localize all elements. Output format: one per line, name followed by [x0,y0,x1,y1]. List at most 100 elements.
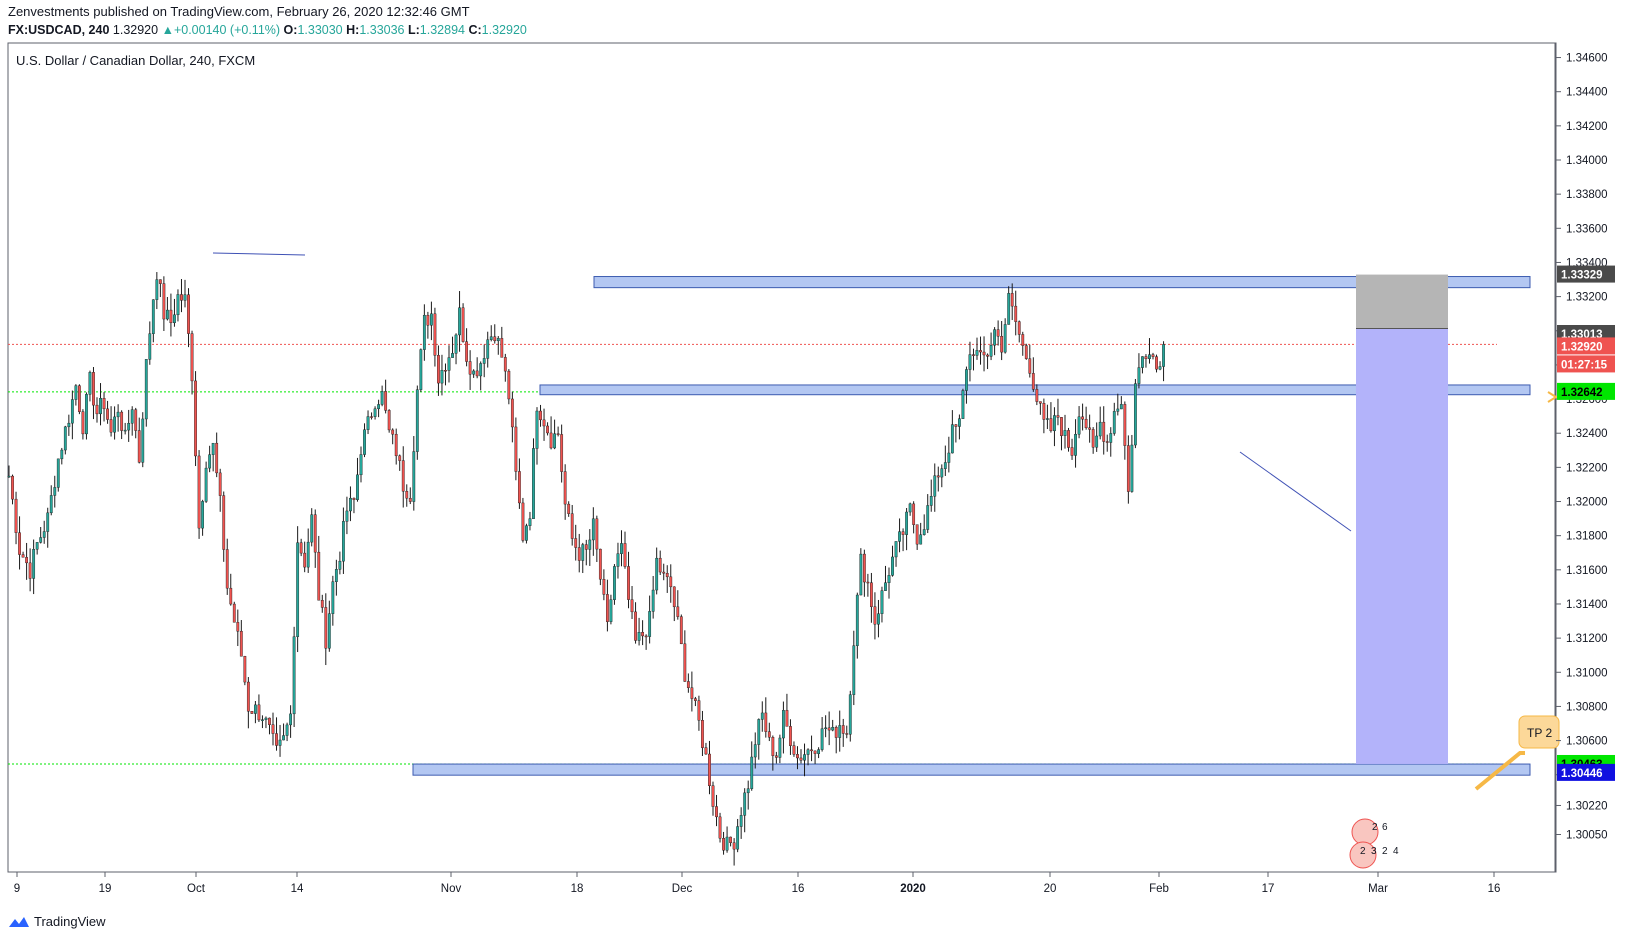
footer-brand[interactable]: TradingView [8,914,106,929]
candle-body [518,471,521,504]
candle-body [42,531,46,538]
candle-body [1155,356,1158,370]
candle-body [1133,383,1137,446]
candle-body [676,606,680,617]
candle-body [296,542,300,637]
candle-body [982,351,986,356]
candle-body [905,511,909,535]
candle-body [32,549,36,579]
candle-body [546,425,549,434]
support-zone [412,763,1531,776]
candle-body [1024,345,1028,359]
candle-body [796,754,799,759]
footer-brand-label: TradingView [34,914,106,929]
candle-body [570,513,574,539]
candle-body [637,632,641,641]
chart-frame [7,42,1557,873]
candle-body [958,418,961,427]
candle-body [225,549,229,589]
candle-body [595,518,599,550]
candle-body [264,717,268,720]
price-label-bg [1557,265,1615,283]
candle-body [574,538,578,548]
y-tick-label: 1.31400 [1566,599,1608,611]
candle-body [908,503,912,513]
y-tick-label: 1.34400 [1566,87,1608,99]
candle-body [437,355,440,384]
chart-title: U.S. Dollar / Canadian Dollar, 240, FXCM [16,53,255,68]
candle-body [588,539,592,550]
candle-body [549,432,553,449]
candle-body [479,363,483,377]
candle-body [398,455,402,461]
candle-body [18,532,21,555]
candle-body [116,411,120,418]
x-tick-label: 18 [571,883,584,895]
y-tick-label: 1.32200 [1566,462,1608,474]
candle-body [1028,358,1032,374]
candle-body [345,510,349,522]
candle-body [11,475,14,500]
candle-body [183,294,187,301]
y-tick-label: 1.30050 [1566,830,1608,842]
price-label: 1.30446 [1561,768,1603,780]
x-tick-label: 2020 [900,883,926,895]
candle-body [996,329,1000,337]
candle-body [49,495,53,514]
x-tick-label: 14 [291,883,304,895]
open-value: 1.33030 [297,23,343,37]
candle-body [753,744,757,758]
candle-body [401,460,405,492]
candle-body [433,313,437,356]
candle-body [229,587,233,605]
candle-body [810,749,813,752]
candle-body [99,398,102,415]
candle-body [194,380,197,457]
candle-body [901,531,905,535]
candle-body [169,309,173,324]
candle-body [363,429,366,455]
candle-body [334,569,338,582]
candle-body [218,472,222,496]
candle-body [1045,418,1049,420]
price-label: 1.32642 [1561,387,1603,399]
candle-body [887,575,891,583]
candle-body [782,710,785,739]
badge-number: 2 [1372,822,1378,833]
candle-body [426,314,430,326]
candle-body [489,336,493,340]
open-label: O: [283,23,298,37]
candle-body [503,357,507,372]
y-tick-label: 1.34200 [1566,121,1608,133]
candle-body [591,518,595,541]
candle-body [725,836,729,851]
candle-body [352,497,356,500]
candle-body [722,838,725,851]
candle-body [422,314,426,350]
candle-body [993,329,997,346]
candle-body [1123,404,1127,446]
candle-body [243,656,247,683]
candle-body [838,725,842,738]
candle-body [535,410,539,449]
candle-body [598,548,602,580]
candle-body [208,454,212,469]
candle-body [940,468,944,478]
candle-body [7,475,11,478]
price-label: 1.32920 [1561,341,1603,353]
candle-body [261,719,264,721]
badge-number: 3 [1371,846,1377,857]
candle-body [130,409,134,424]
x-tick-label: 16 [792,883,805,895]
candle-body [468,361,472,375]
candle-body [694,698,697,701]
price-label: 1.33329 [1561,270,1603,282]
candle-body [528,518,532,526]
candle-body [760,712,764,720]
y-tick-label: 1.32000 [1566,497,1608,509]
tp-callout-box [1518,715,1560,749]
candle-body [1017,321,1021,335]
candle-body [577,547,581,561]
candle-body [14,498,18,533]
